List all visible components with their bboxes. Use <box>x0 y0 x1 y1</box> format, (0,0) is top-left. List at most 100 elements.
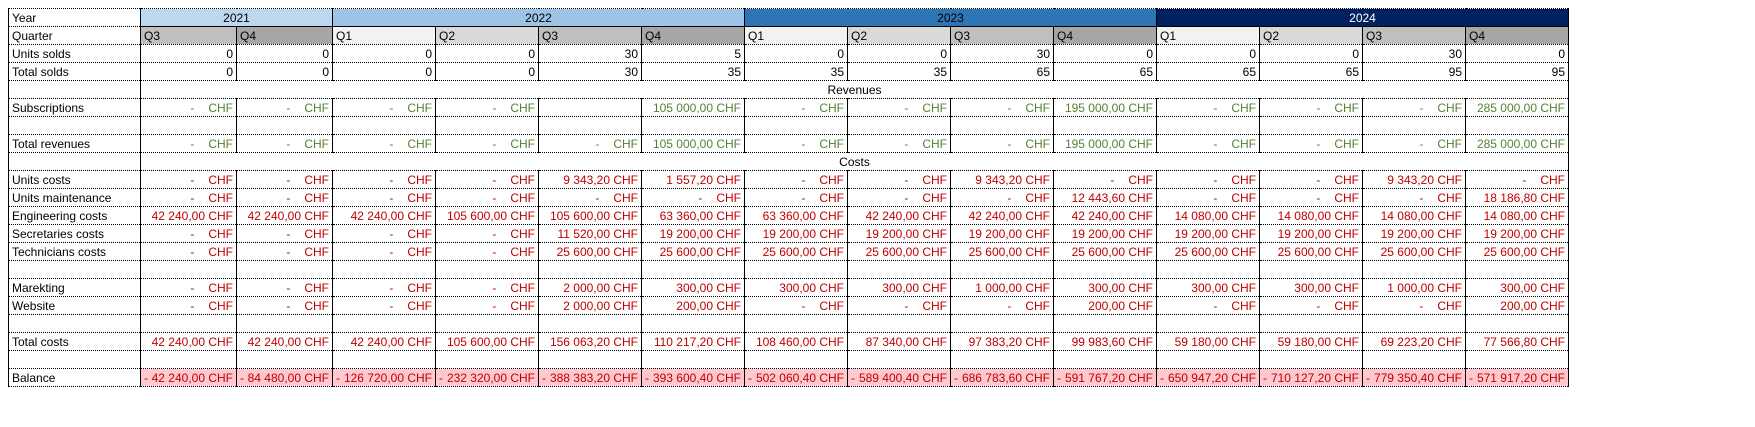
empty-cell[interactable] <box>641 260 745 279</box>
balance-cell[interactable]: -42 240,00 CHF <box>140 368 237 387</box>
units-solds-cell[interactable]: 0 <box>1465 44 1569 63</box>
total-costs-cell[interactable]: 42 240,00 CHF <box>332 332 436 351</box>
units-solds-cell[interactable]: 0 <box>332 44 436 63</box>
empty-cell[interactable] <box>744 350 848 369</box>
marketing-cell[interactable]: - CHF <box>435 278 539 297</box>
quarter-label[interactable]: Quarter <box>8 26 141 45</box>
empty-cell[interactable] <box>435 314 539 333</box>
technicians-costs-cell[interactable]: 25 600,00 CHF <box>744 242 848 261</box>
empty-cell[interactable] <box>1465 314 1569 333</box>
units-solds-cell[interactable]: 0 <box>236 44 333 63</box>
empty-cell[interactable] <box>1156 116 1260 135</box>
empty-cell[interactable] <box>1362 350 1466 369</box>
total-solds-cell[interactable]: 95 <box>1465 62 1569 81</box>
quarter-cell[interactable]: Q4 <box>236 26 333 45</box>
subscriptions-cell[interactable]: - CHF <box>1362 98 1466 117</box>
units-solds-label[interactable]: Units solds <box>8 44 141 63</box>
subscriptions-cell[interactable]: - CHF <box>1156 98 1260 117</box>
secretaries-costs-label[interactable]: Secretaries costs <box>8 224 141 243</box>
marketing-cell[interactable]: - CHF <box>332 278 436 297</box>
total-revenues-cell[interactable]: - CHF <box>236 134 333 153</box>
quarter-cell[interactable]: Q3 <box>538 26 642 45</box>
secretaries-costs-cell[interactable]: 19 200,00 CHF <box>744 224 848 243</box>
quarter-cell[interactable]: Q3 <box>950 26 1054 45</box>
empty-cell[interactable] <box>236 260 333 279</box>
empty-cell[interactable] <box>140 116 237 135</box>
empty-cell[interactable] <box>8 260 141 279</box>
total-solds-cell[interactable]: 0 <box>140 62 237 81</box>
units-maintenance-cell[interactable]: - CHF <box>1259 188 1363 207</box>
total-solds-cell[interactable]: 30 <box>538 62 642 81</box>
technicians-costs-cell[interactable]: 25 600,00 CHF <box>538 242 642 261</box>
year-header-2024[interactable]: 2024 <box>1156 8 1569 27</box>
balance-cell[interactable]: -232 320,00 CHF <box>435 368 539 387</box>
empty-cell[interactable] <box>1362 116 1466 135</box>
total-solds-cell[interactable]: 65 <box>950 62 1054 81</box>
engineering-costs-label[interactable]: Engineering costs <box>8 206 141 225</box>
engineering-costs-cell[interactable]: 14 080,00 CHF <box>1259 206 1363 225</box>
technicians-costs-cell[interactable]: 25 600,00 CHF <box>1465 242 1569 261</box>
engineering-costs-cell[interactable]: 105 600,00 CHF <box>435 206 539 225</box>
units-costs-cell[interactable]: - CHF <box>140 170 237 189</box>
empty-cell[interactable] <box>140 260 237 279</box>
quarter-cell[interactable]: Q4 <box>641 26 745 45</box>
units-solds-cell[interactable]: 30 <box>538 44 642 63</box>
empty-cell[interactable] <box>744 314 848 333</box>
marketing-cell[interactable]: 300,00 CHF <box>641 278 745 297</box>
secretaries-costs-cell[interactable]: - CHF <box>332 224 436 243</box>
website-cell[interactable]: 200,00 CHF <box>1053 296 1157 315</box>
website-cell[interactable]: - CHF <box>1362 296 1466 315</box>
marketing-cell[interactable]: 300,00 CHF <box>1156 278 1260 297</box>
technicians-costs-cell[interactable]: 25 600,00 CHF <box>1362 242 1466 261</box>
subscriptions-cell[interactable]: - CHF <box>332 98 436 117</box>
balance-cell[interactable]: -393 600,40 CHF <box>641 368 745 387</box>
units-solds-cell[interactable]: 0 <box>1156 44 1260 63</box>
engineering-costs-cell[interactable]: 105 600,00 CHF <box>538 206 642 225</box>
empty-cell[interactable] <box>435 260 539 279</box>
total-solds-cell[interactable]: 35 <box>641 62 745 81</box>
total-solds-label[interactable]: Total solds <box>8 62 141 81</box>
empty-cell[interactable] <box>1053 260 1157 279</box>
total-revenues-cell[interactable]: - CHF <box>332 134 436 153</box>
quarter-cell[interactable]: Q1 <box>332 26 436 45</box>
units-maintenance-cell[interactable]: 12 443,60 CHF <box>1053 188 1157 207</box>
empty-cell[interactable] <box>1053 350 1157 369</box>
subscriptions-cell[interactable]: - CHF <box>1259 98 1363 117</box>
units-solds-cell[interactable]: 30 <box>1362 44 1466 63</box>
marketing-cell[interactable]: - CHF <box>140 278 237 297</box>
technicians-costs-cell[interactable]: 25 600,00 CHF <box>1053 242 1157 261</box>
units-solds-cell[interactable]: 0 <box>744 44 848 63</box>
secretaries-costs-cell[interactable]: 19 200,00 CHF <box>1053 224 1157 243</box>
secretaries-costs-cell[interactable]: 19 200,00 CHF <box>847 224 951 243</box>
technicians-costs-cell[interactable]: 25 600,00 CHF <box>641 242 745 261</box>
engineering-costs-cell[interactable]: 42 240,00 CHF <box>332 206 436 225</box>
marketing-cell[interactable]: 2 000,00 CHF <box>538 278 642 297</box>
units-solds-cell[interactable]: 0 <box>1053 44 1157 63</box>
total-revenues-cell[interactable]: - CHF <box>1156 134 1260 153</box>
marketing-cell[interactable]: 300,00 CHF <box>847 278 951 297</box>
total-revenues-cell[interactable]: - CHF <box>435 134 539 153</box>
empty-cell[interactable] <box>1053 116 1157 135</box>
units-solds-cell[interactable]: 0 <box>1259 44 1363 63</box>
total-revenues-cell[interactable]: 285 000,00 CHF <box>1465 134 1569 153</box>
empty-cell[interactable] <box>538 260 642 279</box>
balance-cell[interactable]: -126 720,00 CHF <box>332 368 436 387</box>
total-revenues-cell[interactable]: - CHF <box>1259 134 1363 153</box>
units-costs-cell[interactable]: - CHF <box>744 170 848 189</box>
secretaries-costs-cell[interactable]: 19 200,00 CHF <box>1465 224 1569 243</box>
technicians-costs-cell[interactable]: 25 600,00 CHF <box>950 242 1054 261</box>
total-revenues-cell[interactable]: - CHF <box>950 134 1054 153</box>
balance-cell[interactable]: -589 400,40 CHF <box>847 368 951 387</box>
empty-cell[interactable] <box>1259 314 1363 333</box>
balance-cell[interactable]: -650 947,20 CHF <box>1156 368 1260 387</box>
units-costs-cell[interactable]: - CHF <box>847 170 951 189</box>
marketing-cell[interactable]: 1 000,00 CHF <box>950 278 1054 297</box>
total-costs-cell[interactable]: 69 223,20 CHF <box>1362 332 1466 351</box>
total-solds-cell[interactable]: 0 <box>236 62 333 81</box>
empty-cell[interactable] <box>8 314 141 333</box>
units-solds-cell[interactable]: 0 <box>140 44 237 63</box>
year-label[interactable]: Year <box>8 8 141 27</box>
total-revenues-cell[interactable]: - CHF <box>140 134 237 153</box>
engineering-costs-cell[interactable]: 42 240,00 CHF <box>950 206 1054 225</box>
units-maintenance-cell[interactable]: - CHF <box>641 188 745 207</box>
